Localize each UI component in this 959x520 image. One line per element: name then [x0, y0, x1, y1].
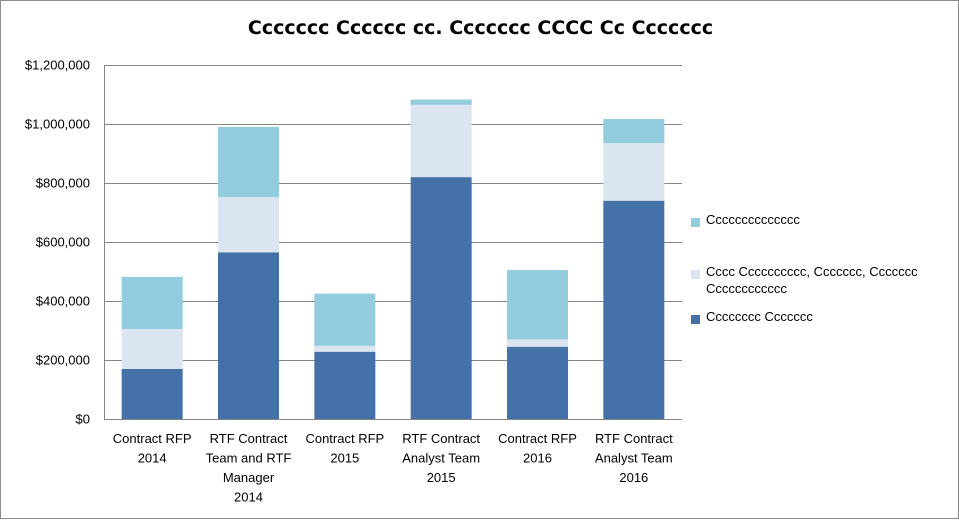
bar-segment [121, 329, 183, 369]
bar-segment [410, 99, 472, 105]
bar-segment [603, 200, 665, 419]
bar-segment [507, 346, 568, 419]
legend-swatch [691, 218, 700, 227]
bar-segment [218, 197, 279, 253]
bar-segment [121, 276, 183, 330]
bar-segment [507, 339, 568, 347]
x-tick-label: RTF Contract Team and RTF Manager 2014 [206, 431, 292, 505]
bar-segment [603, 118, 665, 144]
bar-segment [218, 126, 279, 198]
y-tick-label: $0 [76, 412, 90, 427]
y-tick-label: $600,000 [36, 235, 90, 250]
y-tick-label: $1,200,000 [25, 58, 90, 73]
bar-segment [218, 252, 279, 419]
x-tick-label: RTF Contract Analyst Team 2015 [402, 431, 480, 485]
bar-segment [121, 368, 183, 419]
x-tick-label: Contract RFP 2016 [498, 431, 577, 466]
x-tick-label: RTF Contract Analyst Team 2016 [595, 431, 673, 485]
y-tick-label: $200,000 [36, 353, 90, 368]
legend-label: Cccccccccccccc [706, 212, 800, 227]
y-tick-label: $800,000 [36, 176, 90, 191]
bar-segment [410, 104, 472, 178]
bar-segment [603, 143, 665, 201]
bar-segment [314, 345, 376, 352]
chart-title: Ccccccc Cccccc cc. Ccccccc CCCC Cc Ccccc… [247, 17, 714, 39]
legend-label: Cccc Cccccccccc, Ccccccc, Ccccccc Cccccc… [706, 264, 918, 296]
y-tick-label: $1,000,000 [25, 117, 90, 132]
bar-segment [410, 177, 472, 419]
x-tick-label: Contract RFP 2015 [305, 431, 384, 466]
bar-segment [314, 293, 376, 346]
legend-swatch [691, 315, 700, 324]
x-tick-label: Contract RFP 2014 [113, 431, 192, 466]
legend-label: Cccccccc Ccccccc [706, 309, 813, 324]
y-tick-label: $400,000 [36, 294, 90, 309]
bar-segment [507, 270, 568, 340]
legend-swatch [691, 270, 700, 279]
bar-segment [314, 351, 376, 419]
